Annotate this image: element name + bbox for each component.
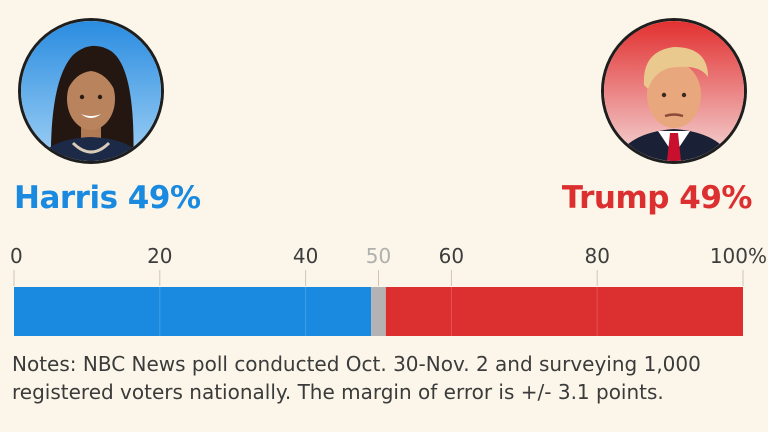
tick-label-60: 60 [439, 244, 464, 268]
bar-segment-harris [14, 287, 372, 336]
tick-label-40: 40 [293, 244, 318, 268]
harris-portrait-icon [18, 18, 164, 164]
tick-label-20: 20 [147, 244, 172, 268]
tick-label-80: 80 [584, 244, 609, 268]
tick-label-100: 100% [710, 244, 767, 268]
chart-notes: Notes: NBC News poll conducted Oct. 30-N… [12, 352, 701, 404]
bar-segment-trump [385, 287, 743, 336]
tick-label-50: 50 [366, 244, 391, 268]
trump-portrait-icon [601, 18, 747, 164]
trump-label: Trump 49% [561, 180, 753, 216]
harris-label: Harris 49% [14, 180, 201, 216]
tick-label-0: 0 [10, 244, 23, 268]
bar-segment-other [371, 287, 386, 336]
poll-bar-chart: 0 20 40 50 60 80 100% [10, 244, 767, 336]
